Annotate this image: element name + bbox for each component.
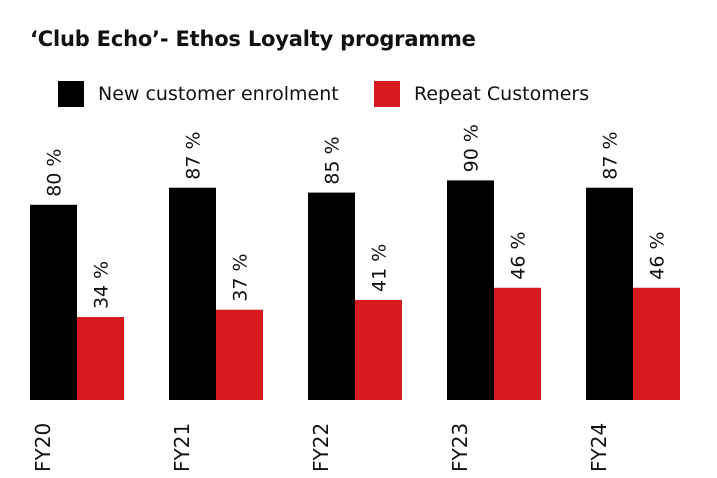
x-tick-label-fy21: FY21 bbox=[170, 423, 194, 472]
data-label-repeat-customers-fy20: 34 % bbox=[91, 261, 113, 309]
bar-new-customer-enrolment-fy20 bbox=[30, 204, 77, 400]
chart-title: ‘Club Echo’- Ethos Loyalty programme bbox=[30, 27, 476, 51]
bar-repeat-customers-fy23 bbox=[494, 287, 541, 400]
legend-swatch-repeat-customers bbox=[374, 81, 400, 107]
x-tick-label-fy23: FY23 bbox=[448, 423, 472, 472]
data-label-repeat-customers-fy22: 41 % bbox=[369, 244, 391, 292]
x-tick-label-fy24: FY24 bbox=[587, 423, 611, 472]
data-label-repeat-customers-fy24: 46 % bbox=[647, 231, 669, 279]
data-label-repeat-customers-fy23: 46 % bbox=[508, 231, 530, 279]
data-label-new-customer-enrolment-fy24: 87 % bbox=[600, 131, 622, 179]
x-tick-label-fy22: FY22 bbox=[309, 423, 333, 472]
data-label-new-customer-enrolment-fy23: 90 % bbox=[461, 124, 483, 172]
bar-new-customer-enrolment-fy24 bbox=[586, 187, 633, 400]
legend-swatch-new-customer-enrolment bbox=[58, 81, 84, 107]
bar-new-customer-enrolment-fy22 bbox=[308, 192, 355, 400]
legend-item-new-customer-enrolment: New customer enrolment bbox=[58, 81, 339, 107]
bar-new-customer-enrolment-fy23 bbox=[447, 180, 494, 400]
legend-label-repeat-customers: Repeat Customers bbox=[414, 83, 590, 105]
data-label-new-customer-enrolment-fy22: 85 % bbox=[322, 136, 344, 184]
data-label-new-customer-enrolment-fy21: 87 % bbox=[183, 131, 205, 179]
bar-repeat-customers-fy21 bbox=[216, 309, 263, 400]
legend-label-new-customer-enrolment: New customer enrolment bbox=[98, 83, 339, 105]
bar-repeat-customers-fy22 bbox=[355, 299, 402, 400]
bar-repeat-customers-fy24 bbox=[633, 287, 680, 400]
data-label-repeat-customers-fy21: 37 % bbox=[230, 253, 252, 301]
legend-item-repeat-customers: Repeat Customers bbox=[374, 81, 589, 107]
data-label-new-customer-enrolment-fy20: 80 % bbox=[44, 149, 66, 197]
x-tick-label-fy20: FY20 bbox=[31, 423, 55, 472]
bar-new-customer-enrolment-fy21 bbox=[169, 187, 216, 400]
bar-repeat-customers-fy20 bbox=[77, 317, 124, 400]
